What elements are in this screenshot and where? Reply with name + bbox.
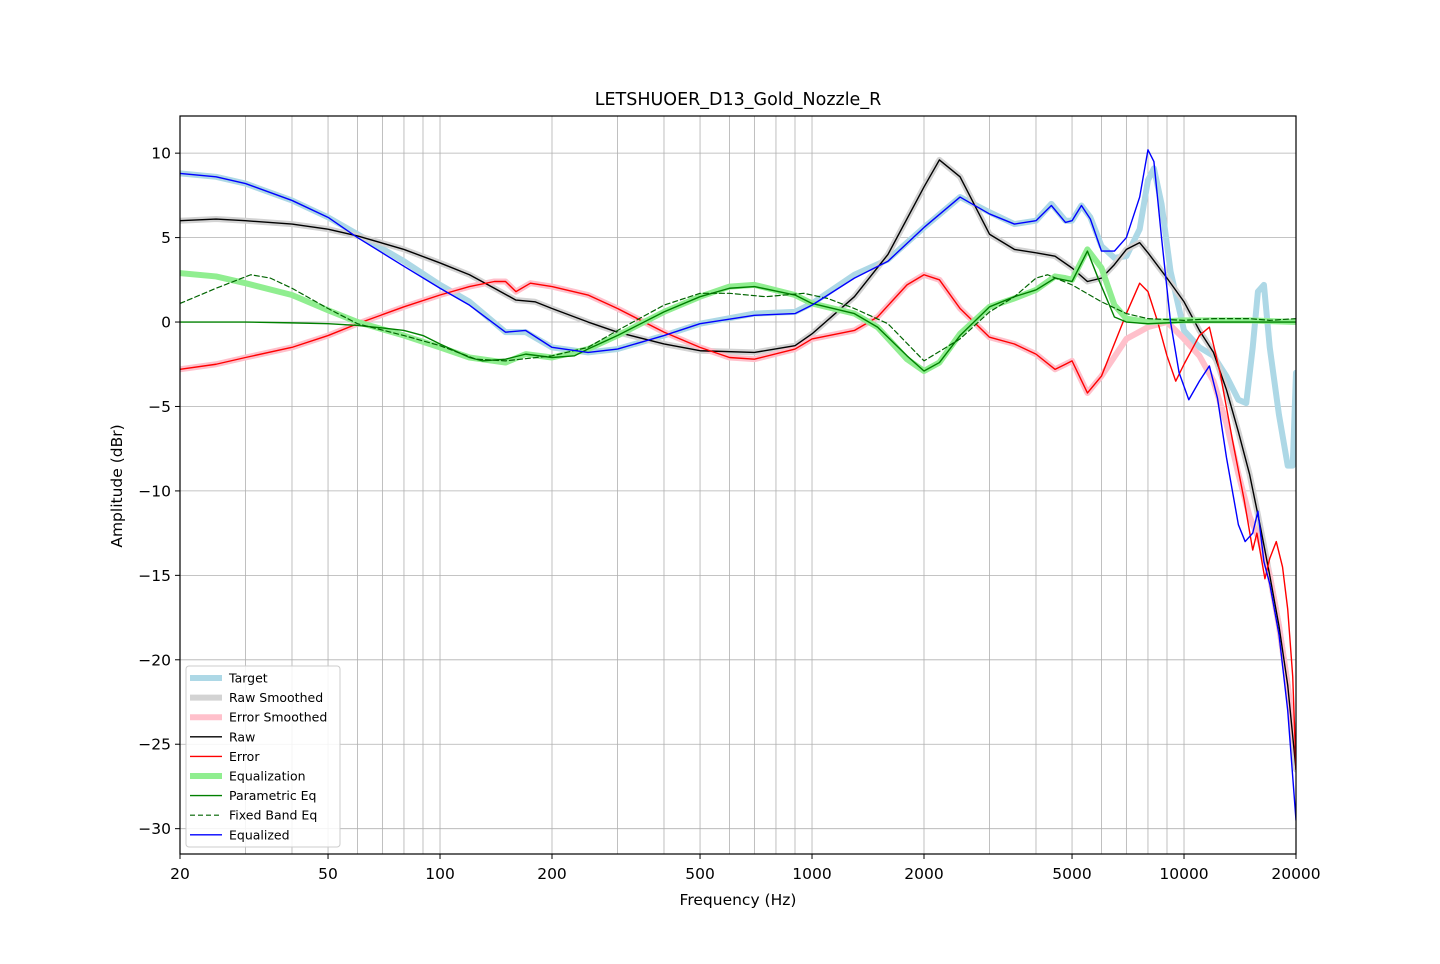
x-tick-label: 20000 bbox=[1271, 865, 1320, 883]
legend-label: Raw bbox=[229, 729, 255, 744]
x-tick-label: 1000 bbox=[792, 865, 831, 883]
x-tick-label: 10000 bbox=[1159, 865, 1208, 883]
y-tick-label: −10 bbox=[138, 482, 171, 500]
series-lines bbox=[180, 149, 1296, 821]
y-axis-label: Amplitude (dBr) bbox=[108, 424, 126, 547]
legend-label: Target bbox=[228, 671, 268, 686]
series-line-parametric-eq bbox=[180, 250, 1296, 372]
chart-title: LETSHUOER_D13_Gold_Nozzle_R bbox=[595, 90, 882, 110]
series-line-raw bbox=[180, 159, 1296, 771]
legend-label: Raw Smoothed bbox=[229, 690, 323, 705]
x-tick-label: 5000 bbox=[1052, 865, 1091, 883]
y-tick-label: −25 bbox=[138, 736, 171, 754]
series-line-target bbox=[180, 165, 1296, 469]
y-tick-label: 5 bbox=[161, 229, 171, 247]
series-line-error bbox=[180, 274, 1296, 771]
series-line-fixed-band-eq bbox=[180, 274, 1296, 362]
legend-label: Parametric Eq bbox=[229, 788, 317, 803]
series-line-equalized bbox=[180, 149, 1296, 821]
y-tick-label: −15 bbox=[138, 567, 171, 585]
legend-label: Error bbox=[229, 749, 260, 764]
y-tick-label: −30 bbox=[138, 820, 171, 838]
grid bbox=[179, 116, 1297, 854]
y-tick-label: −5 bbox=[148, 398, 171, 416]
legend-label: Fixed Band Eq bbox=[229, 808, 317, 823]
y-tick-label: −20 bbox=[138, 651, 171, 669]
legend: Target Raw Smoothed Error Smoothed Raw Error… bbox=[185, 665, 341, 848]
legend-box bbox=[185, 665, 341, 848]
y-tick-label: 10 bbox=[151, 145, 171, 163]
legend-label: Equalized bbox=[229, 827, 290, 842]
x-tick-label: 500 bbox=[685, 865, 715, 883]
x-tick-label: 50 bbox=[318, 865, 338, 883]
y-tick-label: 0 bbox=[161, 314, 171, 332]
x-tick-label: 2000 bbox=[904, 865, 943, 883]
x-tick-label: 100 bbox=[425, 865, 455, 883]
axis-ticks: 20 50 100 200 500 1000 2000 5000 10000 200001050−… bbox=[138, 145, 1320, 883]
x-tick-label: 20 bbox=[170, 865, 190, 883]
x-axis-label: Frequency (Hz) bbox=[680, 891, 797, 909]
plot-frame bbox=[179, 115, 1297, 855]
x-tick-label: 200 bbox=[537, 865, 567, 883]
legend-label: Error Smoothed bbox=[229, 710, 327, 725]
legend-label: Equalization bbox=[229, 769, 306, 784]
